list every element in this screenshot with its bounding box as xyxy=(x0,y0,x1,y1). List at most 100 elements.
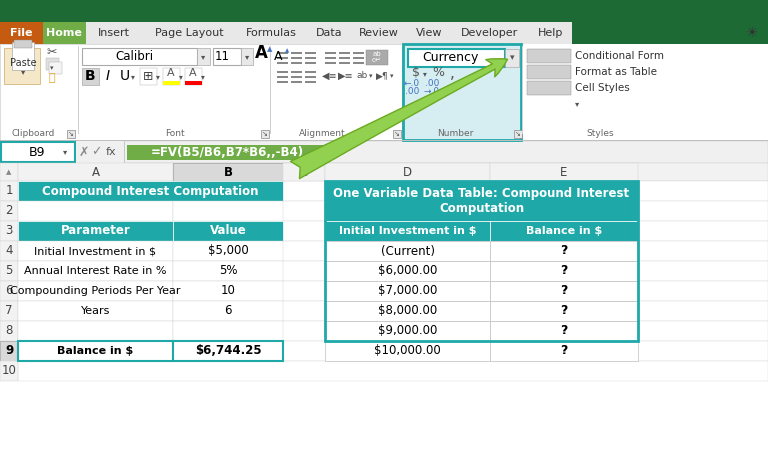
Bar xyxy=(18,201,768,221)
Bar xyxy=(18,321,173,341)
Text: ←.0: ←.0 xyxy=(404,80,420,88)
Text: Conditional Form: Conditional Form xyxy=(575,51,664,61)
Text: Clipboard: Clipboard xyxy=(12,129,55,138)
Bar xyxy=(291,76,302,78)
Bar xyxy=(0,301,18,321)
Text: ✗: ✗ xyxy=(79,145,89,158)
Bar xyxy=(85,22,143,44)
Bar xyxy=(305,62,316,64)
Bar xyxy=(46,58,59,70)
Bar xyxy=(291,52,302,54)
Bar xyxy=(305,57,316,59)
Text: ▾: ▾ xyxy=(369,73,372,79)
Bar xyxy=(408,22,450,44)
Bar xyxy=(353,62,364,64)
Bar xyxy=(14,40,32,48)
Text: ☀: ☀ xyxy=(746,26,758,40)
Bar xyxy=(291,62,302,64)
Bar xyxy=(18,163,173,181)
Text: Review: Review xyxy=(359,28,399,38)
Text: Home: Home xyxy=(46,28,82,38)
Bar xyxy=(143,22,236,44)
Bar xyxy=(325,181,638,221)
Text: Number: Number xyxy=(437,129,473,138)
Bar xyxy=(18,241,173,261)
Bar xyxy=(339,57,350,59)
Text: Initial Investment in $: Initial Investment in $ xyxy=(35,246,157,256)
Text: ✂: ✂ xyxy=(47,45,58,58)
Text: ?: ? xyxy=(561,264,568,277)
Bar xyxy=(283,163,325,181)
Bar xyxy=(18,221,768,241)
Bar xyxy=(0,163,768,181)
Bar xyxy=(325,301,490,321)
Text: (Current): (Current) xyxy=(380,244,435,257)
Text: ,: , xyxy=(449,65,455,81)
Bar xyxy=(18,281,768,301)
Bar xyxy=(78,46,79,134)
Text: ▾: ▾ xyxy=(245,52,249,61)
Text: Help: Help xyxy=(538,28,563,38)
Text: $6,744.25: $6,744.25 xyxy=(194,344,261,357)
Text: 10: 10 xyxy=(220,284,236,298)
Bar xyxy=(173,163,283,181)
Text: fx: fx xyxy=(106,147,116,157)
Text: U: U xyxy=(120,69,130,83)
Bar xyxy=(0,321,18,341)
Text: ▶¶: ▶¶ xyxy=(376,71,389,81)
Text: ▾: ▾ xyxy=(575,100,579,108)
Bar xyxy=(325,181,638,341)
Bar xyxy=(0,0,768,22)
Bar xyxy=(18,321,768,341)
Text: ◀≡: ◀≡ xyxy=(323,71,338,81)
Bar xyxy=(0,181,18,201)
Text: Page Layout: Page Layout xyxy=(155,28,223,38)
Text: Currency: Currency xyxy=(422,51,478,64)
Text: A: A xyxy=(273,50,283,63)
Bar xyxy=(0,221,18,241)
Bar xyxy=(277,52,288,54)
Bar xyxy=(49,62,62,74)
Text: ?: ? xyxy=(561,284,568,298)
Bar xyxy=(505,49,519,67)
Bar xyxy=(173,261,283,281)
Bar xyxy=(173,321,283,341)
Bar xyxy=(173,221,283,241)
Text: Annual Interest Rate in %: Annual Interest Rate in % xyxy=(25,266,167,276)
Bar xyxy=(522,46,523,134)
Text: B: B xyxy=(84,69,95,83)
Bar xyxy=(277,62,288,64)
Bar xyxy=(0,22,768,44)
Bar xyxy=(18,361,768,381)
Text: 1: 1 xyxy=(5,184,13,198)
Text: 5%: 5% xyxy=(219,264,237,277)
Bar xyxy=(0,261,18,281)
Text: ▾: ▾ xyxy=(50,65,54,71)
Text: ▾: ▾ xyxy=(201,72,205,81)
Text: A: A xyxy=(91,165,100,179)
Bar xyxy=(82,68,99,85)
Text: B9: B9 xyxy=(28,145,45,158)
Text: %: % xyxy=(432,67,444,80)
Text: ↘: ↘ xyxy=(262,131,268,137)
Bar xyxy=(12,42,34,70)
Bar xyxy=(490,301,638,321)
Bar xyxy=(325,163,490,181)
Text: $6,000.00: $6,000.00 xyxy=(378,264,437,277)
Bar xyxy=(67,130,75,138)
Bar xyxy=(277,76,288,78)
Bar xyxy=(0,241,18,261)
Text: $7,000.00: $7,000.00 xyxy=(378,284,437,298)
Bar xyxy=(0,163,18,181)
Text: 10: 10 xyxy=(2,364,16,377)
Text: Alignment: Alignment xyxy=(299,129,346,138)
Bar xyxy=(350,22,408,44)
Bar xyxy=(325,261,490,281)
Bar xyxy=(305,52,316,54)
Text: 7: 7 xyxy=(5,305,13,318)
Bar xyxy=(173,201,283,221)
Text: Data: Data xyxy=(316,28,343,38)
Bar xyxy=(18,261,768,281)
Bar xyxy=(393,130,401,138)
Bar xyxy=(339,62,350,64)
